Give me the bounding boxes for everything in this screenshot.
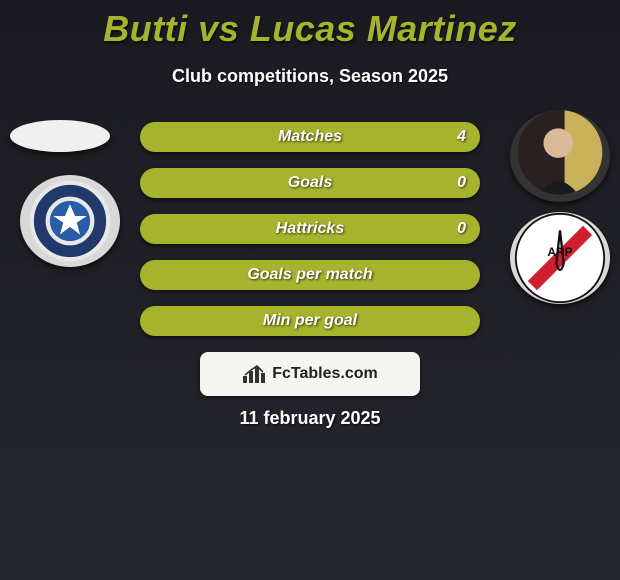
- stat-label: Matches: [140, 122, 480, 152]
- stat-row: Hattricks0: [140, 214, 480, 244]
- player-right-avatar: [510, 110, 610, 202]
- club-right-badge: ARP: [510, 212, 610, 304]
- stat-label: Goals per match: [140, 260, 480, 290]
- date-label: 11 february 2025: [0, 408, 620, 429]
- fctables-badge[interactable]: FcTables.com: [200, 352, 420, 396]
- page-title: Butti vs Lucas Martinez: [0, 0, 620, 50]
- river-plate-badge-icon: ARP: [514, 212, 606, 304]
- club-left-badge: [20, 175, 120, 267]
- fctables-label: FcTables.com: [272, 365, 378, 383]
- stat-label: Goals: [140, 168, 480, 198]
- stat-row: Min per goal: [140, 306, 480, 336]
- stat-row: Matches4: [140, 122, 480, 152]
- svg-text:ARP: ARP: [547, 245, 572, 259]
- stat-value-right: 4: [457, 122, 466, 152]
- stat-label: Min per goal: [140, 306, 480, 336]
- godoy-cruz-badge-icon: [28, 179, 112, 263]
- stat-row: Goals0: [140, 168, 480, 198]
- person-icon: [510, 110, 610, 202]
- comparison-bars: Matches4Goals0Hattricks0Goals per matchM…: [140, 122, 480, 352]
- stat-row: Goals per match: [140, 260, 480, 290]
- stat-value-right: 0: [457, 214, 466, 244]
- stat-value-right: 0: [457, 168, 466, 198]
- stat-label: Hattricks: [140, 214, 480, 244]
- player-left-avatar: [10, 120, 110, 152]
- bar-chart-icon: [242, 364, 266, 384]
- subtitle: Club competitions, Season 2025: [0, 66, 620, 87]
